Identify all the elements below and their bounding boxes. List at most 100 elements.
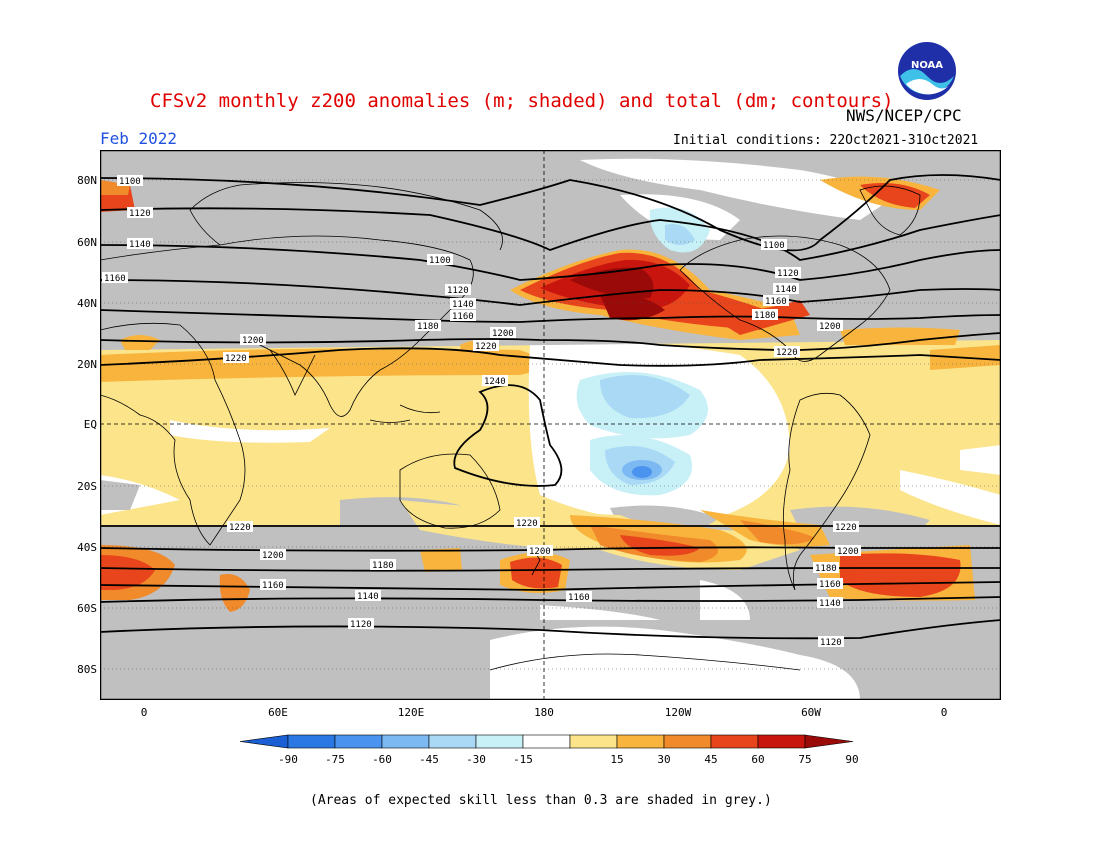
lat-label: 80S (77, 663, 97, 676)
lon-label: 60W (801, 706, 821, 719)
noaa-logo-icon: NOAA (898, 42, 956, 100)
svg-text:1240: 1240 (484, 377, 506, 387)
colorbar-tick-label: -75 (325, 753, 345, 766)
contour-label: 1180 (370, 559, 396, 571)
contour-label: 1200 (260, 549, 286, 561)
contour-label: 1220 (473, 340, 499, 352)
logo-text: NOAA (911, 60, 943, 71)
latitude-axis: 80N 60N 40N 20N EQ 20S 40S 60S 80S (77, 174, 97, 676)
colorbar-tick-label: 45 (704, 753, 717, 766)
contour-label: 1200 (527, 545, 553, 557)
svg-text:1220: 1220 (776, 348, 798, 358)
grid-lines (100, 150, 1001, 700)
lat-label: 60N (77, 236, 97, 249)
colorbar-cell (334, 734, 383, 749)
longitude-axis: 0 60E 120E 180 120W 60W 0 (141, 706, 948, 719)
colorbar-cell (710, 734, 759, 749)
colorbar-cell (428, 734, 477, 749)
contour-label: 1200 (240, 334, 266, 346)
svg-text:1220: 1220 (229, 523, 251, 533)
contour-label: 1220 (227, 521, 253, 533)
colorbar-tick-label: 30 (657, 753, 670, 766)
contour-label: 1180 (415, 320, 441, 332)
colorbar-cell (663, 734, 712, 749)
contour-labels: 1100 1120 1140 1160 1200 1220 1100 1120 … (102, 175, 861, 648)
contour-label: 1100 (427, 254, 453, 266)
svg-text:1200: 1200 (242, 336, 264, 346)
colorbar-tick-label: -15 (513, 753, 533, 766)
svg-text:1180: 1180 (754, 311, 776, 321)
contour-label: 1140 (355, 590, 381, 602)
contour-label: 1140 (817, 597, 843, 609)
svg-text:1180: 1180 (417, 322, 439, 332)
svg-text:1180: 1180 (815, 564, 837, 574)
contour-label: 1100 (117, 175, 143, 187)
svg-text:1200: 1200 (262, 551, 284, 561)
lat-label: 80N (77, 174, 97, 187)
lon-label: 120E (398, 706, 425, 719)
colorbar-cell (616, 734, 665, 749)
colorbar-cell (522, 734, 571, 749)
contour-label: 1160 (450, 310, 476, 322)
colorbar-tick-label: -30 (466, 753, 486, 766)
svg-text:1200: 1200 (492, 329, 514, 339)
agency-label: NWS/NCEP/CPC (846, 106, 962, 125)
svg-text:1100: 1100 (763, 241, 785, 251)
contour-label: 1120 (445, 284, 471, 296)
svg-text:1120: 1120 (129, 209, 151, 219)
colorbar-arrow-low (240, 734, 289, 749)
svg-text:1140: 1140 (129, 240, 151, 250)
colorbar-tick-label: 75 (798, 753, 811, 766)
contour-label: 1120 (348, 618, 374, 630)
svg-text:1120: 1120 (350, 620, 372, 630)
contour-label: 1160 (817, 578, 843, 590)
contour-label: 1140 (773, 283, 799, 295)
lon-label: 120W (665, 706, 692, 719)
svg-text:1120: 1120 (777, 269, 799, 279)
svg-text:1160: 1160 (104, 274, 126, 284)
lon-label: 0 (941, 706, 948, 719)
colorbar-tick-label: -90 (278, 753, 298, 766)
svg-text:1140: 1140 (819, 599, 841, 609)
colorbar-arrow-high (804, 734, 854, 749)
svg-text:1140: 1140 (775, 285, 797, 295)
contour-label: 1220 (223, 352, 249, 364)
lon-label: 180 (534, 706, 554, 719)
svg-text:1100: 1100 (429, 256, 451, 266)
anomaly-shading (100, 330, 1001, 540)
svg-text:1160: 1160 (568, 593, 590, 603)
svg-text:1220: 1220 (475, 342, 497, 352)
colorbar-tick-label: -45 (419, 753, 439, 766)
lon-label: 60E (268, 706, 288, 719)
svg-text:1140: 1140 (452, 300, 474, 310)
lat-label: 20S (77, 480, 97, 493)
anomaly-map: 1100 1120 1140 1160 1200 1220 1100 1120 … (100, 150, 1001, 700)
contour-label: 1140 (450, 298, 476, 310)
colorbar-cell (381, 734, 430, 749)
contour-label: 1240 (482, 375, 508, 387)
svg-text:1220: 1220 (835, 523, 857, 533)
lon-label: 0 (141, 706, 148, 719)
contour-label: 1180 (813, 562, 839, 574)
coastlines (100, 182, 921, 671)
colorbar-tick-label: 60 (751, 753, 764, 766)
lat-label: 60S (77, 602, 97, 615)
map-frame (100, 150, 1001, 700)
svg-text:1180: 1180 (372, 561, 394, 571)
colorbar-cell (475, 734, 524, 749)
contour-label: 1220 (833, 521, 859, 533)
colorbar-tick-label: -60 (372, 753, 392, 766)
contour-label: 1200 (835, 545, 861, 557)
svg-text:1160: 1160 (262, 581, 284, 591)
initial-conditions-label: Initial conditions: 22Oct2021-31Oct2021 (673, 133, 979, 148)
height-contours (100, 174, 1001, 640)
contour-label: 1180 (752, 309, 778, 321)
svg-text:1200: 1200 (819, 322, 841, 332)
colorbar-legend: -90 -75 -60 -45 -30 -15 15 30 45 60 75 90 (240, 734, 859, 766)
svg-text:1160: 1160 (765, 297, 787, 307)
colorbar-cell (287, 734, 336, 749)
contour-label: 1160 (763, 295, 789, 307)
lat-label: 40S (77, 541, 97, 554)
svg-text:1140: 1140 (357, 592, 379, 602)
skill-footnote: (Areas of expected skill less than 0.3 a… (310, 793, 772, 808)
